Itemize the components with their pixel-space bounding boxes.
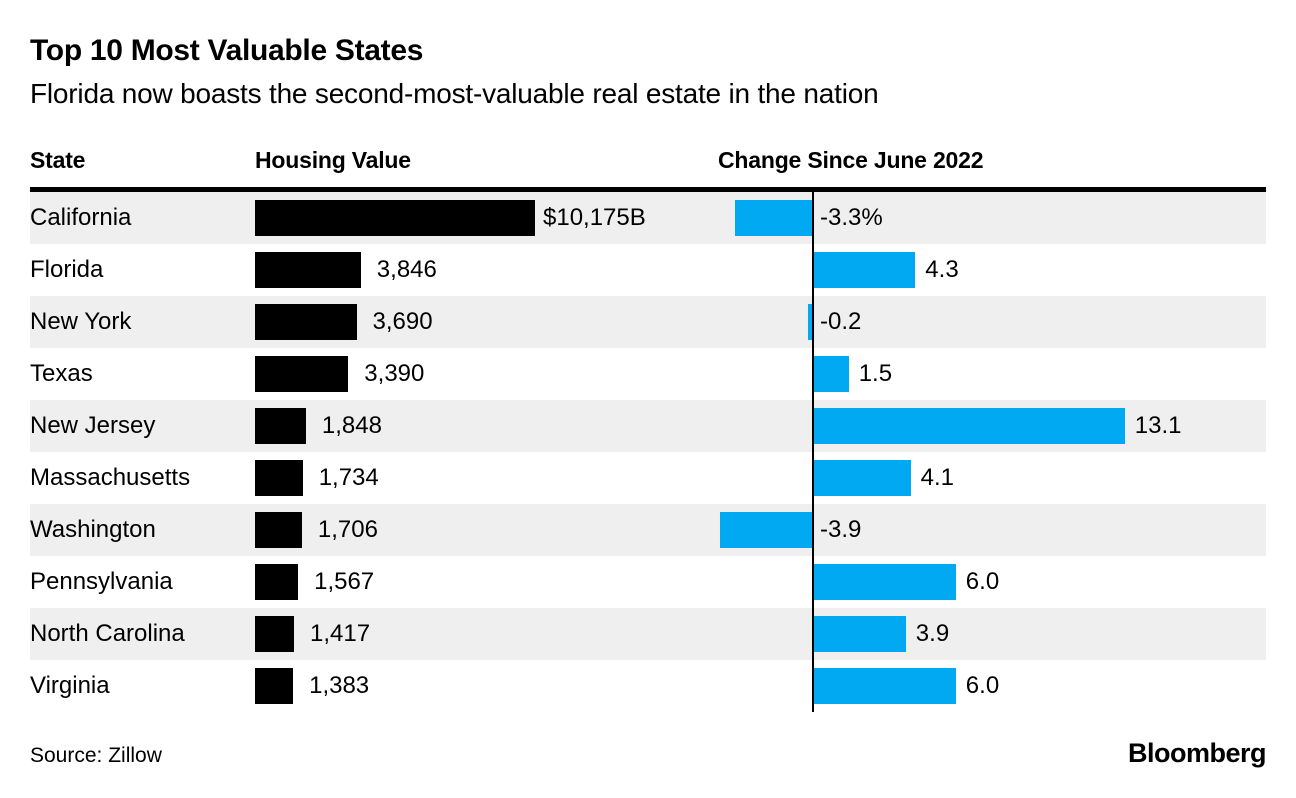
housing-value-cell: 3,846: [255, 244, 718, 296]
change-axis-line: [812, 191, 814, 712]
state-label: California: [30, 203, 132, 231]
housing-value-cell: 3,390: [255, 348, 718, 400]
change-cell: 13.1: [718, 400, 1266, 452]
table-row: New Jersey 1,848 13.1: [30, 399, 1266, 452]
state-label: Virginia: [30, 671, 110, 699]
change-bar: [813, 407, 1125, 444]
housing-value-cell: 3,690: [255, 296, 718, 348]
housing-value-label: 3,390: [364, 359, 425, 387]
table-header-row: State Housing Value Change Since June 20…: [30, 147, 1266, 192]
change-bar: [808, 303, 813, 340]
state-label: Florida: [30, 255, 104, 283]
change-bar: [734, 199, 813, 236]
change-label: 6.0: [965, 567, 1000, 595]
change-label: 13.1: [1134, 411, 1182, 439]
change-cell: 1.5: [718, 348, 1266, 400]
change-cell: 6.0: [718, 556, 1266, 608]
change-cell: 3.9: [718, 608, 1266, 660]
housing-value-cell: 1,848: [255, 400, 718, 452]
housing-value-label: 1,567: [314, 567, 375, 595]
change-cell: 4.1: [718, 452, 1266, 504]
change-cell: 6.0: [718, 660, 1266, 712]
table-row: Florida 3,846 4.3: [30, 244, 1266, 296]
housing-value-label: 1,848: [321, 411, 382, 439]
change-label: 4.3: [925, 255, 959, 283]
change-label: 3.9: [915, 619, 950, 647]
table-row: Washington 1,706 -3.9: [30, 503, 1266, 556]
change-label: 1.5: [858, 359, 893, 387]
housing-value-bar: [255, 459, 303, 496]
housing-value-bar: [255, 407, 306, 444]
state-label: Pennsylvania: [30, 567, 173, 595]
change-label: -3.3%: [820, 203, 883, 231]
change-cell: -3.3%: [718, 192, 1266, 244]
chart-footer: Source: Zillow Bloomberg: [30, 737, 1267, 769]
change-label: 4.1: [920, 463, 954, 491]
bloomberg-logo: Bloomberg: [1127, 737, 1267, 768]
column-header-change: Change Since June 2022: [718, 146, 984, 173]
housing-value-cell: 1,567: [255, 556, 718, 608]
housing-value-label: 1,417: [310, 619, 371, 647]
change-label: -3.9: [820, 515, 862, 543]
change-label: -0.2: [820, 307, 862, 335]
chart-subtitle: Florida now boasts the second-most-valua…: [30, 77, 879, 109]
change-bar: [813, 251, 916, 288]
table-row: North Carolina 1,417 3.9: [30, 607, 1266, 660]
state-label: Massachusetts: [30, 463, 191, 491]
table-row: Virginia 1,383 6.0: [30, 660, 1266, 712]
housing-value-cell: 1,417: [255, 608, 718, 660]
chart-rows: California $10,175B -3.3% Florida 3,846 …: [30, 191, 1266, 712]
housing-value-bar: [255, 303, 357, 340]
housing-value-bar: [255, 251, 361, 288]
table-row: Massachusetts 1,734 4.1: [30, 452, 1266, 504]
change-bar: [813, 355, 849, 392]
state-label: Texas: [30, 359, 93, 387]
housing-value-bar: [255, 511, 302, 548]
housing-value-bar: [255, 615, 294, 652]
housing-value-cell: 1,383: [255, 660, 718, 712]
state-label: North Carolina: [30, 619, 185, 647]
change-cell: 4.3: [718, 244, 1266, 296]
state-label: Washington: [30, 515, 156, 543]
table-row: Texas 3,390 1.5: [30, 348, 1266, 400]
state-label: New Jersey: [30, 411, 156, 439]
column-header-housing-value: Housing Value: [255, 146, 411, 173]
housing-value-label: 1,383: [309, 671, 370, 699]
source-note: Source: Zillow: [30, 743, 162, 767]
housing-value-cell: 1,706: [255, 504, 718, 556]
housing-value-label: 1,734: [318, 463, 379, 491]
change-bar: [813, 615, 906, 652]
chart-title: Top 10 Most Valuable States: [30, 34, 424, 67]
change-bar: [813, 563, 956, 600]
housing-value-bar: [255, 563, 299, 600]
column-header-state: State: [30, 146, 86, 173]
housing-value-label: $10,175B: [543, 203, 646, 231]
housing-value-cell: $10,175B: [255, 192, 718, 244]
table-row: New York 3,690 -0.2: [30, 295, 1266, 348]
table-row: California $10,175B -3.3%: [30, 191, 1266, 244]
housing-value-label: 1,706: [317, 515, 378, 543]
change-bar: [720, 511, 813, 548]
change-cell: -0.2: [718, 296, 1266, 348]
housing-value-bar: [255, 199, 535, 236]
housing-value-label: 3,690: [372, 307, 433, 335]
housing-value-bar: [255, 355, 349, 392]
table-row: Pennsylvania 1,567 6.0: [30, 556, 1266, 608]
housing-value-bar: [255, 667, 294, 704]
state-label: New York: [30, 307, 132, 335]
change-label: 6.0: [965, 671, 1000, 699]
housing-value-label: 3,846: [376, 255, 437, 283]
change-cell: -3.9: [718, 504, 1266, 556]
change-bar: [813, 459, 911, 496]
change-bar: [813, 667, 956, 704]
housing-value-cell: 1,734: [255, 452, 718, 504]
